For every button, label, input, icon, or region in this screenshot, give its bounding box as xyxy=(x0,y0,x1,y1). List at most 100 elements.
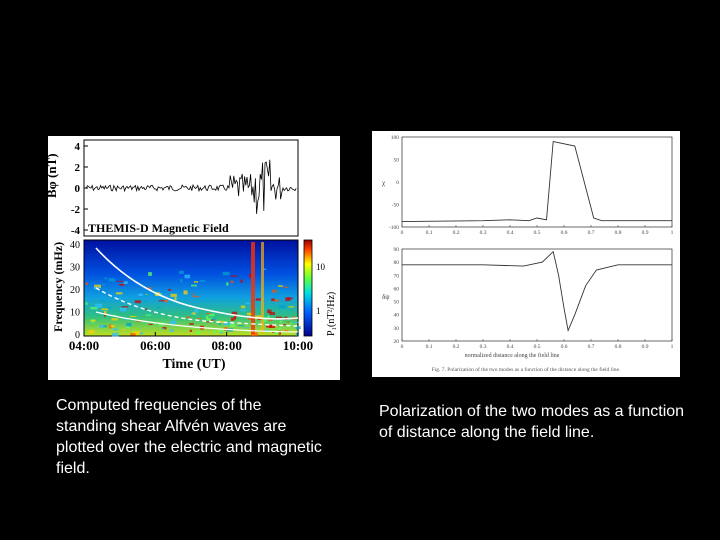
dpsi-ytick: 80 xyxy=(394,260,400,266)
spectrogram-blob xyxy=(107,306,112,309)
spectrogram-blob xyxy=(112,328,119,331)
colorbar-tick-1: 1 xyxy=(316,306,321,316)
spectrogram-blob xyxy=(263,318,267,323)
spectrogram-burst xyxy=(251,242,255,334)
spectrogram-blob xyxy=(168,288,171,291)
spectrogram-blob xyxy=(161,327,165,330)
spectrogram-blob xyxy=(206,318,213,322)
spectrogram-blob xyxy=(276,290,281,292)
spectrogram-blob xyxy=(288,297,293,300)
spectrogram-blob xyxy=(104,277,107,280)
spectrogram-blob xyxy=(122,283,125,285)
spectrogram-blob xyxy=(192,312,196,315)
chi-xticks: 0 0.1 0.2 0.3 0.4 0.5 0.6 0.7 0.8 0.9 1 xyxy=(401,225,674,236)
dpsi-ytick: 20 xyxy=(394,339,400,345)
spectrogram-blob xyxy=(116,280,124,282)
spectrogram-blob xyxy=(189,329,192,332)
spectrogram-blob xyxy=(283,286,289,288)
colorbar-tick-10: 10 xyxy=(316,262,326,272)
dpsi-xtick: 0.2 xyxy=(453,344,460,350)
right-caption: Polarization of the two modes as a funct… xyxy=(379,403,685,441)
spectrogram-blob xyxy=(90,306,98,310)
spectrogram-blob xyxy=(126,322,132,327)
spectrogram-blob xyxy=(85,282,88,286)
dpsi-ytick: 30 xyxy=(394,326,400,332)
spectrogram-blob xyxy=(238,325,244,327)
alfven-frequency-curve-1 xyxy=(95,247,299,320)
time-xtick: 08:00 xyxy=(211,338,241,353)
spectrogram-blob xyxy=(229,324,236,327)
spectrogram-blob xyxy=(243,327,250,329)
spectrogram-blob xyxy=(145,293,148,296)
time-xtick: 04:00 xyxy=(69,338,99,353)
spectrogram-blob xyxy=(222,271,230,276)
spectrogram-blob xyxy=(189,323,194,325)
spectrogram-blob xyxy=(138,293,144,296)
spectrogram-blob xyxy=(90,319,96,322)
spectrogram-blob xyxy=(111,318,118,321)
spectrogram-blob xyxy=(108,278,116,282)
spectrogram-blob xyxy=(196,330,201,335)
spectrogram-blob xyxy=(194,281,199,283)
spectrogram-blob xyxy=(148,323,153,325)
chi-xtick: 0.6 xyxy=(561,230,568,236)
spectrogram-blob xyxy=(220,331,223,334)
spectrogram-blob xyxy=(133,331,140,336)
spectrogram-blob xyxy=(148,272,152,276)
spectrogram-blob xyxy=(143,294,148,297)
dpsi-xtick: 0 xyxy=(401,344,404,350)
alfven-frequency-curve-3 xyxy=(95,311,299,333)
spectrogram-blob xyxy=(245,302,251,305)
dpsi-curve xyxy=(402,250,672,333)
dpsi-xtick: 1 xyxy=(671,344,674,350)
chi-ylabel: χ xyxy=(382,179,386,187)
spectrogram-blob xyxy=(184,274,191,279)
spectrogram-blob xyxy=(110,325,115,328)
chi-xtick: 0.7 xyxy=(588,230,595,236)
spectrogram-blob xyxy=(269,312,275,315)
spectrogram-blob xyxy=(233,315,237,320)
chi-xtick: 0.8 xyxy=(615,230,622,236)
panel-title: THEMIS-D Magnetic Field xyxy=(88,221,229,235)
spectrogram-blob xyxy=(104,311,107,315)
chi-ytick: -50 xyxy=(392,203,400,209)
spectrogram-blob xyxy=(288,306,295,308)
spectrogram-blob xyxy=(125,325,130,329)
spectrogram-blob xyxy=(206,313,212,315)
spectrogram-blob xyxy=(192,295,199,298)
spectrogram-blob xyxy=(136,320,141,323)
chi-xtick: 0 xyxy=(401,230,404,236)
dpsi-xtick: 0.5 xyxy=(534,344,541,350)
dpsi-xtick: 0.8 xyxy=(615,344,622,350)
spectrogram-blob xyxy=(278,327,281,331)
dpsi-xticks: 0 0.1 0.2 0.3 0.4 0.5 0.6 0.7 0.8 0.9 1 xyxy=(401,339,674,350)
dpsi-yticks: 90 80 70 60 50 40 30 20 xyxy=(394,247,400,345)
spectrogram-blob xyxy=(283,330,289,332)
dpsi-plot-frame xyxy=(401,248,673,342)
themis-figure-svg: 420-2-4 Bφ (nT) THEMIS-D Magnetic Field … xyxy=(44,139,337,372)
spectrogram-blob xyxy=(211,331,216,334)
spectrogram-blob xyxy=(273,330,280,335)
spectrogram-burst xyxy=(261,242,264,334)
spectrogram-blob xyxy=(278,285,283,287)
spectrogram-blob xyxy=(211,319,214,323)
spectrogram-ytick: 0 xyxy=(75,330,80,341)
bphi-ytick: -2 xyxy=(71,204,81,216)
spectrogram-blob xyxy=(278,305,286,309)
figure-7-caption: Fig. 7. Polarization of the two modes as… xyxy=(432,366,621,373)
spectrogram-blob xyxy=(217,329,222,333)
chi-xtick: 1 xyxy=(671,230,674,236)
chi-ytick: -100 xyxy=(389,225,399,231)
spectrogram-ytick: 40 xyxy=(70,240,80,251)
bphi-ytick: -4 xyxy=(71,225,81,237)
spectrogram-blob xyxy=(134,300,141,304)
spectrogram-blob xyxy=(143,300,147,303)
spectrogram-blob xyxy=(230,275,238,277)
dpsi-ytick: 70 xyxy=(394,273,400,279)
dpsi-ytick: 50 xyxy=(394,300,400,306)
dpsi-xtick: 0.1 xyxy=(426,344,433,350)
chi-xtick: 0.2 xyxy=(453,230,460,236)
spectrogram-blob xyxy=(279,320,283,323)
spectrogram-blob xyxy=(283,324,286,326)
time-xtick: 06:00 xyxy=(140,338,170,353)
